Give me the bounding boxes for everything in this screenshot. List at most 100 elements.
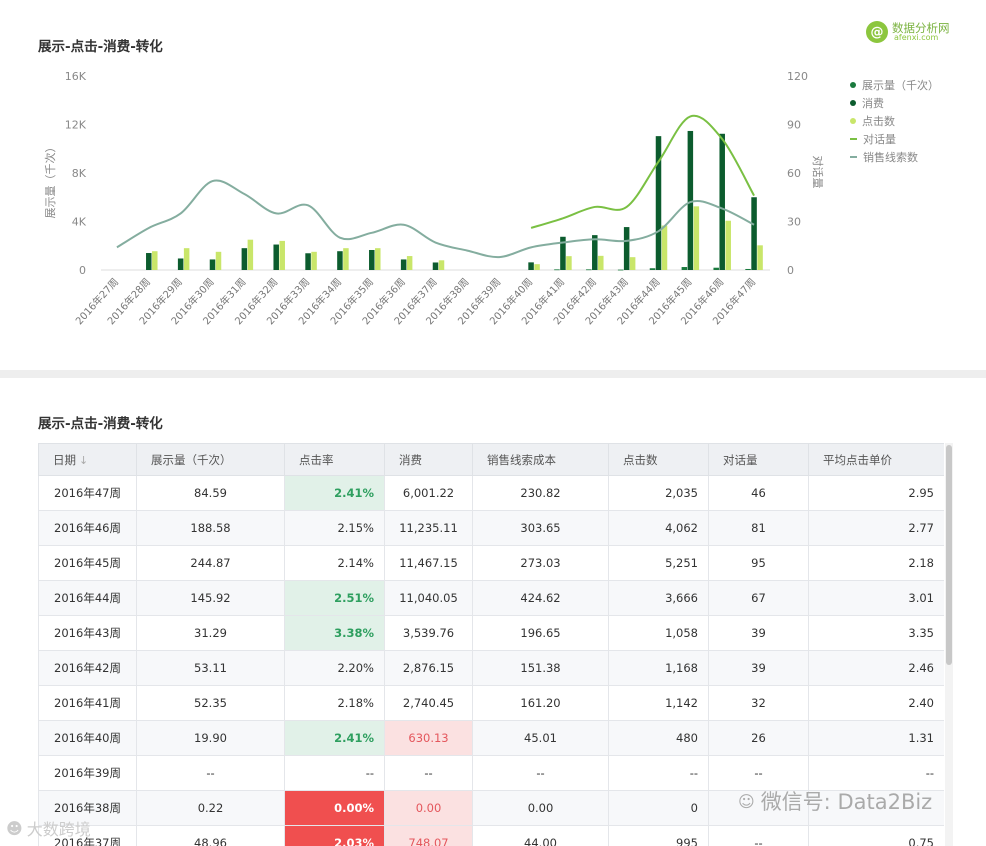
y2-tick-label: 0 [787,264,794,277]
scrollbar-thumb[interactable] [946,445,952,665]
table-cell: 0.75 [808,825,944,846]
table-cell: 5,251 [608,545,709,581]
column-header[interactable]: 销售线索成本 [472,443,609,476]
bar [152,251,158,270]
bar [406,256,413,270]
table-cell: 32 [708,685,809,721]
table-cell: 2016年42周 [38,650,137,686]
table-cell: 11,467.15 [384,545,473,581]
bar [623,227,630,270]
table-cell: -- [284,755,385,791]
table-cell: 0.00% [284,790,385,826]
table-row[interactable]: 2016年46周 188.58 2.15% 11,235.11 303.65 4,062 8… [38,510,944,546]
table-cell: 2.18% [284,685,385,721]
bar [438,260,445,270]
table-cell: 303.65 [472,510,609,546]
table-row[interactable]: 2016年39周 -- -- -- -- -- -- -- [38,755,944,791]
y-axis-title: 展示量（千次） [43,142,57,219]
data-table: 日期 ↓ 展示量（千次） 点击率 消费 销售线索成本 点击数 对话量 平均点击单价 2016年4… [38,443,944,846]
table-cell: 11,235.11 [384,510,473,546]
column-header[interactable]: 日期 ↓ [38,443,137,476]
column-header[interactable]: 对话量 [708,443,809,476]
table-cell: 2.18 [808,545,944,581]
table-cell: 4,062 [608,510,709,546]
table-cell: 2.41% [284,720,385,756]
chart-panel: 展示-点击-消费-转化 @ 数据分析网 afenxi.com 0 4K 8K 12K 1… [0,0,986,370]
bar [400,259,407,270]
legend-label: 点击数 [862,115,895,128]
table-cell: 2016年46周 [38,510,137,546]
sort-arrow-icon[interactable]: ↓ [79,453,89,467]
bar [369,249,375,270]
wechat-watermark-text: 微信号: Data2Biz [760,790,933,814]
brand-watermark-text: 大数跨境 [26,820,91,839]
table-cell: 230.82 [472,475,609,511]
bar [757,245,763,270]
wechat-icon: ☺ [738,791,755,811]
table-row[interactable]: 2016年45周 244.87 2.14% 11,467.15 273.03 5,251 9… [38,545,944,581]
series-line [530,114,755,229]
table-cell: -- [708,825,809,846]
legend-item[interactable]: 对话量 [850,130,939,148]
table-row[interactable]: 2016年37周 48.96 2.03% 748.07 44.00 995 -- 0.75 [38,825,944,846]
bar [681,267,688,270]
column-header[interactable]: 平均点击单价 [808,443,944,476]
legend-label: 展示量（千次） [862,79,939,92]
y2-tick-label: 90 [787,119,801,132]
legend-marker [850,118,856,124]
table-cell: 188.58 [136,510,285,546]
legend-label: 对话量 [863,133,896,146]
table-cell: 1,142 [608,685,709,721]
table-cell: 2.95 [808,475,944,511]
table-cell: 1.31 [808,720,944,756]
table-cell: 45.01 [472,720,609,756]
bar [305,253,311,270]
bar [247,239,254,270]
y2-tick-label: 120 [787,70,808,83]
bar [554,269,560,271]
panel-divider [0,370,986,378]
bar [311,251,317,270]
bar [655,136,662,270]
table-row[interactable]: 2016年38周 0.22 0.00% 0.00 0.00 0 [38,790,944,826]
table-row[interactable]: 2016年47周 84.59 2.41% 6,001.22 230.82 2,035 46 2… [38,475,944,511]
bar [629,257,636,270]
table-cell: 2016年39周 [38,755,137,791]
column-header-label: 对话量 [723,452,758,467]
legend-item[interactable]: 消费 [850,94,939,112]
table-cell: 196.65 [472,615,609,651]
table-cell: 39 [708,615,809,651]
column-header[interactable]: 点击率 [284,443,385,476]
column-header[interactable]: 消费 [384,443,473,476]
chart-title: 展示-点击-消费-转化 [38,39,163,55]
table-cell: 480 [608,720,709,756]
bar [432,262,439,270]
legend-item[interactable]: 点击数 [850,112,939,130]
brand-watermark: ☻ 大数跨境 [6,816,91,840]
column-header-label: 点击数 [623,452,658,467]
table-panel: 展示-点击-消费-转化 日期 ↓ 展示量（千次） 点击率 消费 销售线索成本 点击数 对话量 平… [0,378,986,846]
legend-marker [850,100,856,106]
table-row[interactable]: 2016年44周 145.92 2.51% 11,040.05 424.62 3,666 6… [38,580,944,616]
bar [343,248,349,270]
bar [375,248,381,270]
legend-item[interactable]: 销售线索数 [850,148,939,166]
table-scrollbar[interactable] [945,443,953,846]
column-header[interactable]: 展示量（千次） [136,443,285,476]
column-header[interactable]: 点击数 [608,443,709,476]
table-cell: 3,666 [608,580,709,616]
bar [534,264,540,270]
table-row[interactable]: 2016年41周 52.35 2.18% 2,740.45 161.20 1,142 32 2… [38,685,944,721]
table-row[interactable]: 2016年40周 19.90 2.41% 630.13 45.01 480 26 1.31 [38,720,944,756]
table-row[interactable]: 2016年43周 31.29 3.38% 3,539.76 196.65 1,058 39 3… [38,615,944,651]
table-cell: 53.11 [136,650,285,686]
table-cell: 3.01 [808,580,944,616]
table-cell: 995 [608,825,709,846]
column-header-label: 日期 [53,452,76,467]
table-cell: 2.77 [808,510,944,546]
legend-item[interactable]: 展示量（千次） [850,76,939,94]
logo-domain: afenxi.com [894,32,939,42]
table-row[interactable]: 2016年42周 53.11 2.20% 2,876.15 151.38 1,168 39 2… [38,650,944,686]
column-header-label: 消费 [399,452,422,467]
logo-name: 数据分析网 [892,20,950,35]
